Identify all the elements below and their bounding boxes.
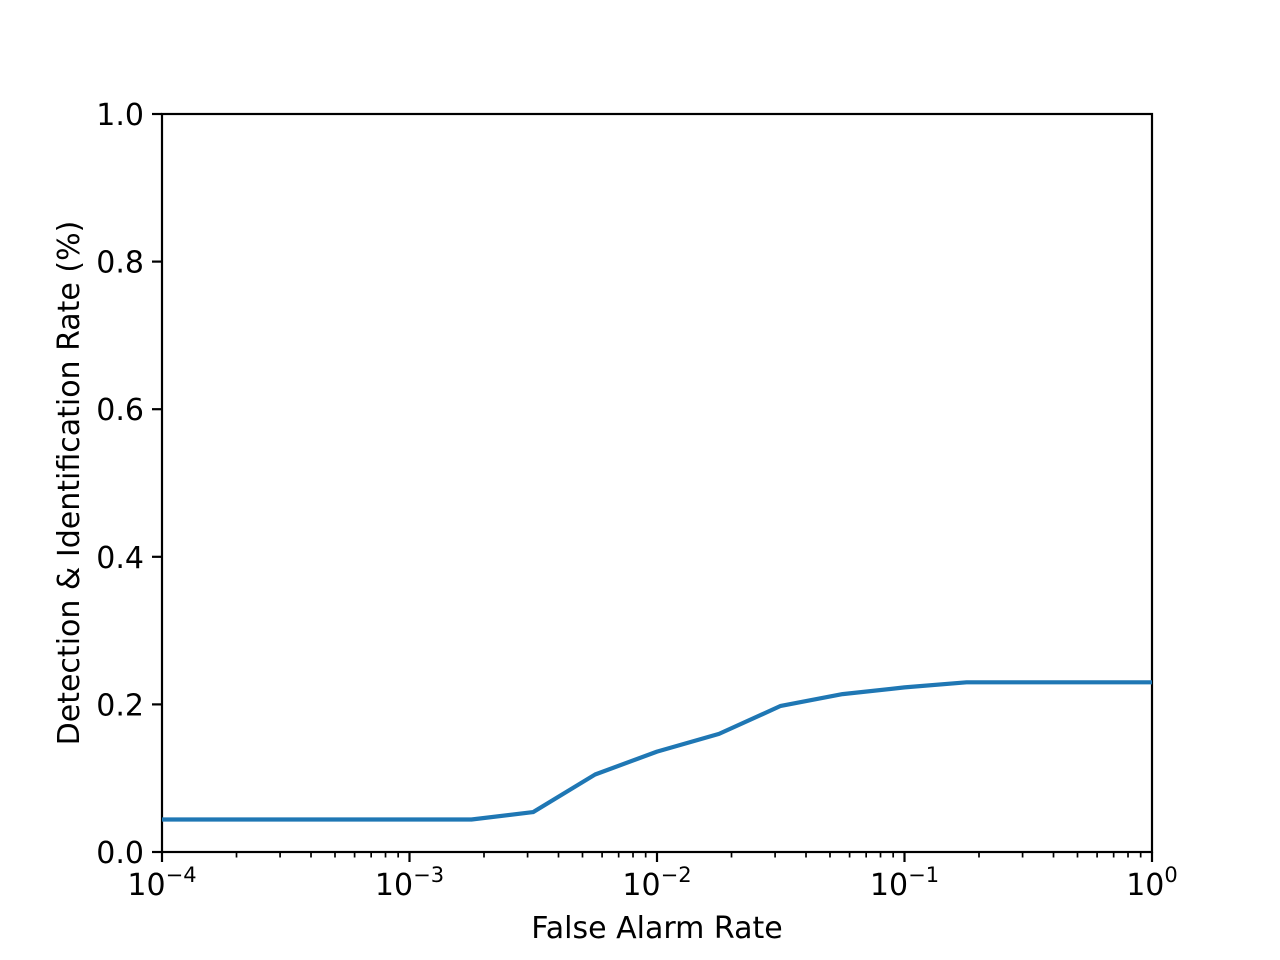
y-tick-label: 1.0 [96,98,144,133]
detection-identification-rate-curve [162,680,1152,822]
x-tick-label: 10−1 [870,863,939,903]
x-axis-label: False Alarm Rate [531,911,782,946]
x-tick-label: 100 [1126,863,1178,903]
x-tick-label: 10−2 [622,863,691,903]
plot-border [160,112,1154,854]
y-tick-label: 0.6 [96,393,144,428]
y-tick-label: 0.0 [96,836,144,871]
x-tick-label: 10−3 [375,863,444,903]
y-tick-label: 0.2 [96,688,144,723]
y-tick-label: 0.4 [96,541,144,576]
y-axis-label: Detection & Identification Rate (%) [52,221,87,746]
y-tick-label: 0.8 [96,246,144,281]
x-tick-label: 10−4 [127,863,196,903]
